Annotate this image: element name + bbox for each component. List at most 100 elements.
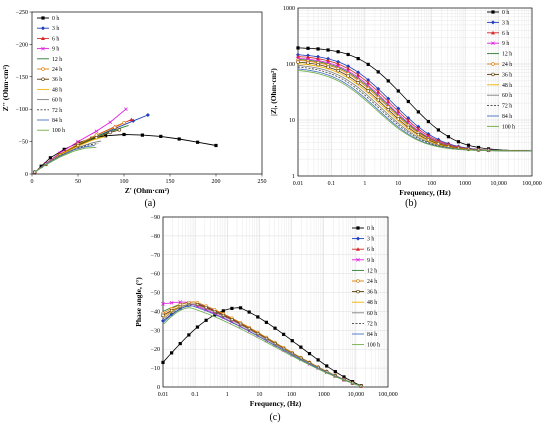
data-point (416, 110, 420, 114)
data-point (296, 60, 300, 64)
legend-marker (356, 247, 360, 251)
x-tick-label: 100,000 (522, 181, 542, 187)
data-point (366, 89, 370, 93)
x-tick-label: 10 (256, 392, 262, 398)
x-axis-label: Frequency, (Hz) (250, 399, 302, 408)
legend-label: 12 h (52, 57, 62, 63)
series-line (297, 66, 532, 152)
y-tick-label: 1 (292, 174, 295, 180)
y-tick-label: −70 (151, 253, 160, 259)
data-point (177, 137, 181, 141)
y-axis-label: |Z|, (Ohm·cm²) (269, 68, 278, 116)
x-axis-label: Frequency, (Hz) (399, 188, 451, 197)
legend-label: 6 h (367, 247, 374, 253)
data-point (282, 332, 286, 336)
data-point (386, 96, 391, 101)
panel-label: (a) (144, 198, 155, 209)
data-point (108, 120, 113, 125)
legend-label: 3 h (52, 26, 59, 32)
data-point (333, 370, 337, 374)
data-point (187, 333, 191, 337)
data-point (117, 128, 122, 132)
data-point (299, 345, 303, 349)
x-tick-label: 200 (212, 179, 221, 185)
plot-frame (162, 216, 389, 388)
legend-label: 72 h (367, 321, 377, 327)
legend-label: 100 h (52, 128, 65, 134)
data-point (296, 46, 300, 50)
data-point (306, 46, 310, 50)
x-axis-label: Z' (Ohm·cm²) (125, 186, 170, 195)
legend-label: 36 h (502, 72, 512, 78)
data-point (386, 79, 390, 83)
data-point (48, 156, 52, 160)
x-tick-label: 10 (395, 181, 401, 187)
legend-marker (41, 16, 45, 20)
data-point (466, 143, 471, 147)
y-tick-label: 0 (25, 172, 28, 178)
data-point (104, 134, 108, 138)
data-point (376, 98, 380, 102)
legend-label: 24 h (52, 67, 62, 73)
data-point (346, 52, 350, 57)
legend-label: 9 h (367, 258, 374, 264)
data-point (396, 109, 401, 113)
data-point (178, 300, 183, 304)
data-point (178, 341, 182, 346)
x-tick-label: 0.01 (158, 392, 169, 398)
data-point (196, 140, 200, 144)
data-point (356, 81, 360, 85)
y-tick-label: −50 (19, 140, 28, 146)
legend-label: 3 h (367, 237, 374, 243)
x-tick-label: 100 (427, 181, 436, 187)
legend-marker (41, 77, 45, 81)
data-point (386, 107, 390, 112)
data-point (325, 364, 329, 368)
data-point (406, 120, 411, 125)
data-point (122, 121, 126, 125)
series-line (162, 301, 365, 388)
legend-label: 84 h (502, 114, 512, 120)
data-point (336, 59, 341, 64)
data-point (426, 119, 430, 124)
x-tick-label: 10,000 (490, 181, 507, 187)
y-axis-label: Phase angle, (°) (134, 277, 143, 327)
data-point (366, 77, 371, 82)
legend-label: 0 h (52, 16, 59, 22)
data-point (342, 375, 346, 379)
data-point (113, 125, 117, 130)
x-tick-label: 0.1 (328, 181, 336, 187)
data-point (238, 306, 243, 310)
legend-marker (491, 20, 495, 25)
data-point (386, 102, 391, 106)
y-axis-label: Z'' (Ohm·cm²) (1, 64, 10, 111)
data-point (161, 360, 165, 365)
data-point (436, 128, 440, 132)
legend-label: 24 h (367, 279, 377, 285)
legend-marker (356, 236, 360, 241)
data-point (122, 132, 126, 137)
legend-label: 12 h (367, 268, 377, 274)
legend-marker (41, 26, 45, 31)
x-tick-label: 1000 (318, 392, 330, 398)
y-tick-label: −90 (151, 215, 160, 221)
legend-label: 100 h (502, 124, 515, 130)
y-tick-label: −40 (151, 309, 160, 315)
x-tick-label: 250 (258, 179, 267, 185)
data-point (316, 47, 320, 51)
data-point (396, 89, 400, 93)
x-tick-label: 100 (120, 179, 129, 185)
y-tick-label: 0 (157, 385, 160, 391)
legend-label: 60 h (502, 93, 512, 99)
plot-frame (297, 7, 533, 177)
data-point (159, 134, 163, 139)
x-tick-label: 50 (75, 179, 81, 185)
data-point (346, 74, 350, 78)
data-point (256, 315, 260, 319)
legend-label: 0 h (367, 226, 374, 232)
legend-marker (356, 257, 360, 262)
data-point (169, 300, 174, 305)
y-tick-label: −10 (151, 366, 160, 372)
data-point (39, 164, 43, 168)
data-point (456, 140, 461, 144)
